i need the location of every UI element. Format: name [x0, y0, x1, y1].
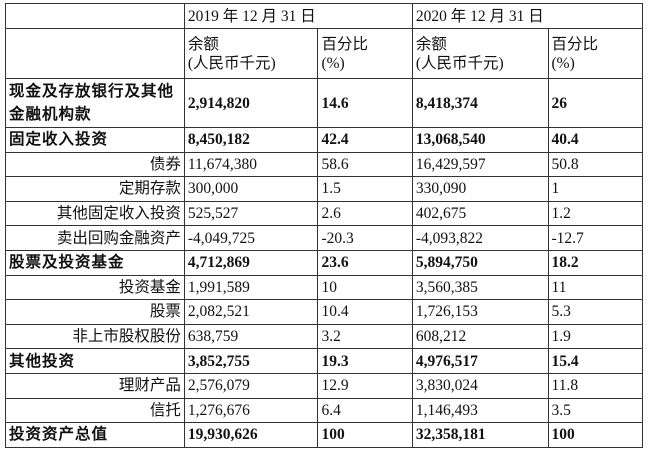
- cell-v2019: 525,527: [183, 200, 319, 227]
- row-label: 理财产品: [5, 372, 185, 399]
- table-row: 债券 11,674,380 58.6 16,429,597 50.8: [5, 151, 644, 178]
- cell-v2020: -4,093,822: [411, 225, 549, 251]
- row-label: 其他固定收入投资: [5, 200, 185, 227]
- cell-v2019: -4,049,725: [183, 225, 319, 251]
- cell-p2020: 5.3: [547, 299, 644, 325]
- cell-v2020: 5,894,750: [411, 249, 549, 276]
- cell-p2020: 18.2: [547, 249, 644, 276]
- cell-v2019: 2,082,521: [183, 299, 319, 325]
- cell-v2019: 1,991,589: [183, 274, 319, 301]
- investment-assets-table: 2019 年 12 月 31 日 2020 年 12 月 31 日 余额 (人民币…: [5, 3, 644, 448]
- cell-p2019: 19.3: [317, 348, 413, 374]
- row-label: 其他投资: [5, 348, 185, 374]
- table-row: 股票及投资基金 4,712,869 23.6 5,894,750 18.2: [5, 249, 644, 276]
- cell-v2020: 330,090: [411, 176, 549, 202]
- cell-p2020: 15.4: [547, 348, 644, 374]
- header-amount-2019: 余额 (人民币千元): [183, 28, 319, 79]
- cell-v2019: 1,276,676: [183, 397, 319, 424]
- header-corner-2: [5, 28, 185, 79]
- cell-p2019: 100: [317, 422, 413, 448]
- table-row: 现金及存放银行及其他金融机构款 2,914,820 14.6 8,418,374 26: [5, 78, 644, 128]
- row-label: 定期存款: [5, 176, 185, 202]
- table-row: 其他投资 3,852,755 19.3 4,976,517 15.4: [5, 348, 644, 374]
- cell-p2020: 40.4: [547, 127, 644, 153]
- cell-v2019: 638,759: [183, 323, 319, 350]
- table-row: 理财产品 2,576,079 12.9 3,830,024 11.8: [5, 372, 644, 399]
- row-label: 现金及存放银行及其他金融机构款: [5, 78, 185, 128]
- table-row: 信托 1,276,676 6.4 1,146,493 3.5: [5, 397, 644, 424]
- cell-v2020: 3,830,024: [411, 372, 549, 399]
- cell-p2019: 10.4: [317, 299, 413, 325]
- row-label: 非上市股权股份: [5, 323, 185, 350]
- cell-p2019: 23.6: [317, 249, 413, 276]
- table-row: 定期存款 300,000 1.5 330,090 1: [5, 176, 644, 202]
- cell-p2019: 3.2: [317, 323, 413, 350]
- header-amount-2020: 余额 (人民币千元): [411, 28, 549, 79]
- cell-v2019: 2,576,079: [183, 372, 319, 399]
- table-row: 投资资产总值 19,930,626 100 32,358,181 100: [5, 422, 644, 448]
- cell-p2020: 50.8: [547, 151, 644, 178]
- cell-v2020: 3,560,385: [411, 274, 549, 301]
- cell-v2019: 4,712,869: [183, 249, 319, 276]
- cell-v2020: 32,358,181: [411, 422, 549, 448]
- table-row: 卖出回购金融资产 -4,049,725 -20.3 -4,093,822 -12.7: [5, 225, 644, 251]
- cell-p2020: 1: [547, 176, 644, 202]
- header-pct-2019: 百分比 (%): [317, 28, 413, 79]
- cell-v2020: 1,146,493: [411, 397, 549, 424]
- cell-p2019: 2.6: [317, 200, 413, 227]
- cell-p2019: 1.5: [317, 176, 413, 202]
- cell-p2019: 58.6: [317, 151, 413, 178]
- table-row: 固定收入投资 8,450,182 42.4 13,068,540 40.4: [5, 127, 644, 153]
- table-row: 投资基金 1,991,589 10 3,560,385 11: [5, 274, 644, 301]
- cell-v2020: 13,068,540: [411, 127, 549, 153]
- cell-p2019: 14.6: [317, 78, 413, 128]
- cell-p2019: 42.4: [317, 127, 413, 153]
- cell-p2020: 100: [547, 422, 644, 448]
- header-year-2020: 2020 年 12 月 31 日: [411, 3, 644, 29]
- cell-p2019: 12.9: [317, 372, 413, 399]
- cell-p2019: 6.4: [317, 397, 413, 424]
- cell-v2020: 16,429,597: [411, 151, 549, 178]
- cell-v2020: 1,726,153: [411, 299, 549, 325]
- cell-v2020: 4,976,517: [411, 348, 549, 374]
- cell-p2020: 1.2: [547, 200, 644, 227]
- cell-v2020: 402,675: [411, 200, 549, 227]
- header-year-2019: 2019 年 12 月 31 日: [183, 3, 413, 29]
- cell-v2020: 8,418,374: [411, 78, 549, 128]
- cell-v2019: 19,930,626: [183, 422, 319, 448]
- header-row-years: 2019 年 12 月 31 日 2020 年 12 月 31 日: [5, 3, 644, 29]
- row-label: 投资资产总值: [5, 422, 185, 448]
- cell-p2019: 10: [317, 274, 413, 301]
- cell-v2019: 8,450,182: [183, 127, 319, 153]
- table-row: 其他固定收入投资 525,527 2.6 402,675 1.2: [5, 200, 644, 227]
- cell-v2019: 300,000: [183, 176, 319, 202]
- cell-v2019: 3,852,755: [183, 348, 319, 374]
- header-pct-2020: 百分比 (%): [547, 28, 644, 79]
- cell-p2019: -20.3: [317, 225, 413, 251]
- cell-p2020: 11.8: [547, 372, 644, 399]
- table-row: 非上市股权股份 638,759 3.2 608,212 1.9: [5, 323, 644, 350]
- row-label: 股票: [5, 299, 185, 325]
- cell-p2020: 11: [547, 274, 644, 301]
- cell-v2019: 2,914,820: [183, 78, 319, 128]
- header-row-columns: 余额 (人民币千元) 百分比 (%) 余额 (人民币千元) 百分比 (%): [5, 28, 644, 79]
- cell-v2020: 608,212: [411, 323, 549, 350]
- row-label: 固定收入投资: [5, 127, 185, 153]
- row-label: 投资基金: [5, 274, 185, 301]
- table-row: 股票 2,082,521 10.4 1,726,153 5.3: [5, 299, 644, 325]
- row-label: 股票及投资基金: [5, 249, 185, 276]
- row-label: 债券: [5, 151, 185, 178]
- header-corner: [5, 3, 185, 29]
- cell-p2020: -12.7: [547, 225, 644, 251]
- cell-p2020: 26: [547, 78, 644, 128]
- cell-v2019: 11,674,380: [183, 151, 319, 178]
- row-label: 信托: [5, 397, 185, 424]
- cell-p2020: 1.9: [547, 323, 644, 350]
- row-label: 卖出回购金融资产: [5, 225, 185, 251]
- cell-p2020: 3.5: [547, 397, 644, 424]
